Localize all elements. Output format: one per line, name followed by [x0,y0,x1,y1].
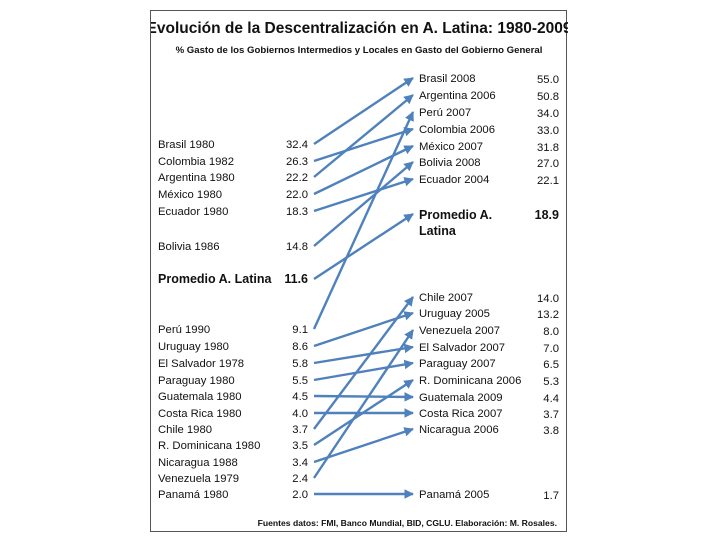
right-label: Paraguay 2007 [419,358,496,370]
left-value: 9.1 [292,324,308,336]
right-value: 6.5 [543,359,559,371]
right-label: Uruguay 2005 [419,308,490,320]
left-label: Bolivia 1986 [158,241,220,253]
left-value: 22.0 [286,189,308,201]
right-value: 27.0 [537,158,559,170]
slope-arrow [313,144,414,196]
right-label: Brasil 2008 [419,73,476,85]
left-label: Colombia 1982 [158,156,234,168]
right-value: 8.0 [543,326,559,338]
slope-arrow [312,111,415,330]
slope-arrow [313,329,414,479]
left-value: 4.5 [292,391,308,403]
right-label: Bolivia 2008 [419,157,481,169]
left-label: Panamá 1980 [158,489,228,501]
slope-arrow [313,359,414,382]
left-label: Uruguay 1980 [158,341,229,353]
right-value: 3.8 [543,425,559,437]
left-value: 11.6 [284,272,308,286]
right-label: Chile 2007 [419,292,473,304]
right-value: 18.9 [535,208,559,222]
right-value: 4.4 [543,393,559,405]
slope-chart: Evolución de la Descentralización en A. … [151,20,568,528]
left-label: Perú 1990 [158,324,210,336]
slope-arrow [313,343,414,365]
right-label: Nicaragua 2006 [419,424,499,436]
left-label: Promedio A. Latina [158,272,272,286]
slope-arrow [313,378,414,447]
chart-title: Evolución de la Descentralización en A. … [151,20,568,37]
left-label: Ecuador 1980 [158,206,228,218]
left-value: 5.5 [292,375,308,387]
slope-arrow [313,212,414,281]
left-label: El Salvador 1978 [158,358,244,370]
left-value: 22.2 [286,172,308,184]
arrows-group [312,77,415,499]
left-value: 5.8 [292,358,308,370]
right-value: 22.1 [537,175,559,187]
left-label: Venezuela 1979 [158,473,239,485]
slope-arrow [313,296,414,430]
left-value: 14.8 [286,241,308,253]
right-value: 34.0 [537,108,559,120]
left-value: 18.3 [286,206,308,218]
slope-arrow [313,77,414,145]
slope-arrow [313,177,414,213]
right-label: Guatemala 2009 [419,392,503,404]
left-value: 3.5 [292,440,308,452]
right-value: 14.0 [537,293,559,305]
source-note: Fuentes datos: FMI, Banco Mundial, BID, … [258,518,557,528]
slope-arrow [313,392,414,402]
left-value: 3.7 [292,424,308,436]
right-label: El Salvador 2007 [419,342,505,354]
left-value: 3.4 [292,457,308,469]
slope-arrow [313,127,414,163]
right-value: 3.7 [543,409,559,421]
left-label: Argentina 1980 [158,172,235,184]
right-label: Panamá 2005 [419,489,489,501]
right-label: Colombia 2006 [419,124,495,136]
left-label: Paraguay 1980 [158,375,235,387]
left-label: Chile 1980 [158,424,212,436]
left-label: México 1980 [158,189,222,201]
slope-arrow [313,427,414,464]
right-label: Venezuela 2007 [419,325,500,337]
left-label: Brasil 1980 [158,139,215,151]
chart-figure: Evolución de la Descentralización en A. … [150,10,568,532]
right-label: R. Dominicana 2006 [419,375,521,387]
left-value: 26.3 [286,156,308,168]
chart-subtitle: % Gasto de los Gobiernos Intermedios y L… [176,45,543,56]
right-value: 13.2 [537,309,559,321]
slope-arrow [313,94,414,178]
left-label: Costa Rica 1980 [158,408,242,420]
right-column: Brasil 2008 55.0 Argentina 2006 50.8 Perú 20… [419,73,559,502]
right-label: Promedio A. Latina [419,208,492,238]
right-label: Perú 2007 [419,107,471,119]
right-value: 33.0 [537,125,559,137]
right-value: 1.7 [543,490,559,502]
left-label: Guatemala 1980 [158,391,242,403]
right-value: 5.3 [543,376,559,388]
left-value: 32.4 [286,139,308,151]
right-value: 7.0 [543,343,559,355]
right-label: Ecuador 2004 [419,174,489,186]
left-value: 2.0 [292,489,308,501]
left-value: 2.4 [292,473,308,485]
right-label: Argentina 2006 [419,90,496,102]
right-value: 55.0 [537,74,559,86]
left-label: Nicaragua 1988 [158,457,238,469]
left-label: R. Dominicana 1980 [158,440,260,452]
right-value: 31.8 [537,142,559,154]
left-value: 4.0 [292,408,308,420]
right-label: Costa Rica 2007 [419,408,503,420]
right-value: 50.8 [537,91,559,103]
left-value: 8.6 [292,341,308,353]
left-column: Brasil 1980 32.4 Colombia 1982 26.3 Argentin… [158,139,308,501]
slope-arrow [313,161,414,247]
right-label: México 2007 [419,141,483,153]
